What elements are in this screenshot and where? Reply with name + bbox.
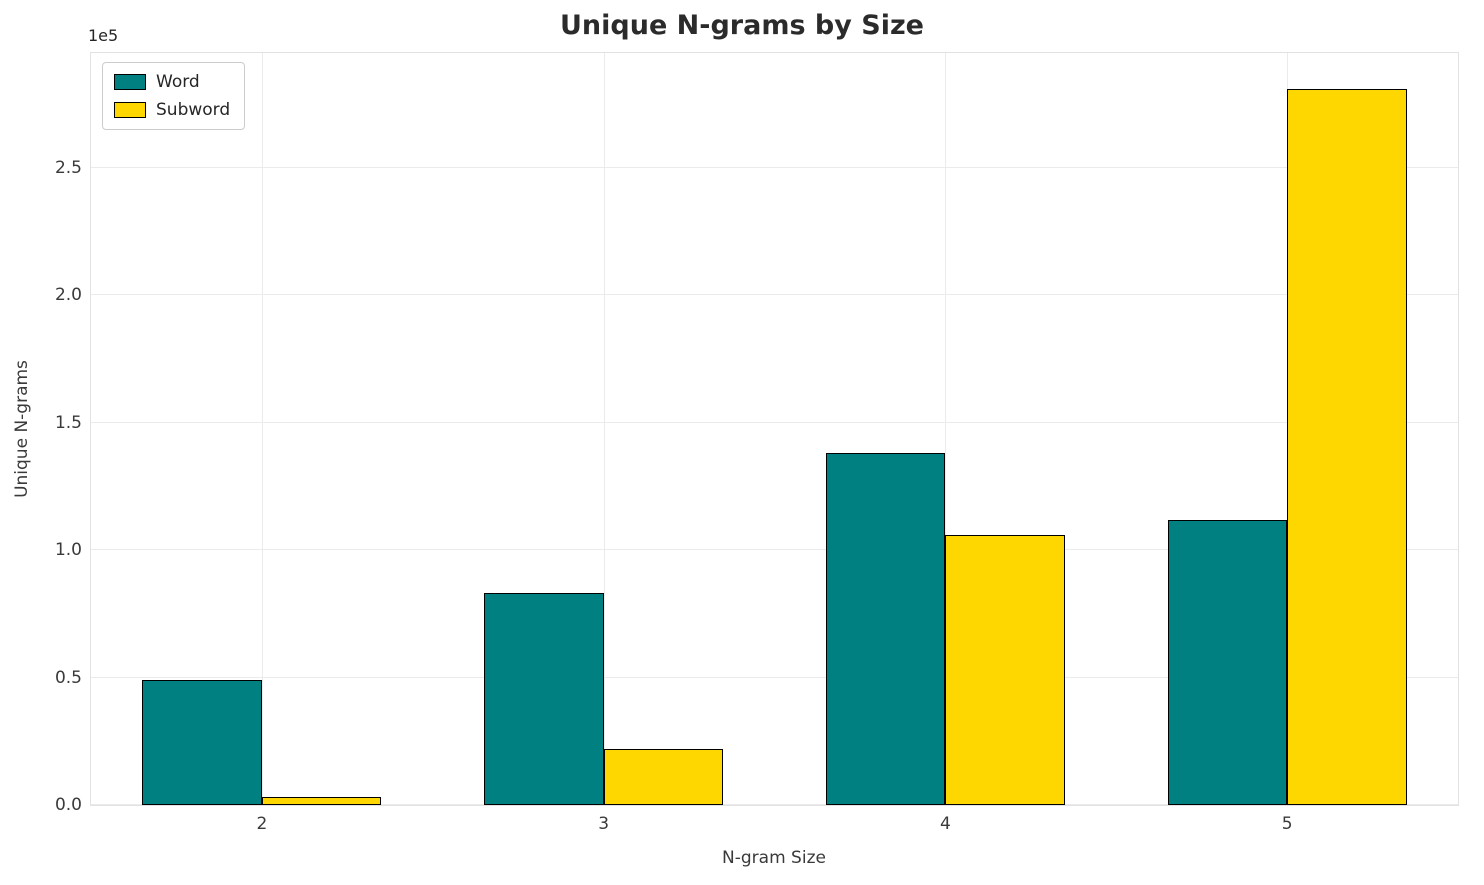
legend-label: Subword — [156, 100, 231, 120]
legend-swatch — [114, 102, 146, 118]
x-tick-label: 4 — [939, 814, 951, 834]
y-tick-label: 0.0 — [54, 795, 82, 815]
y-tick-label: 2.5 — [54, 157, 82, 178]
bar-word-5 — [1167, 519, 1288, 805]
v-gridline — [261, 53, 263, 805]
legend-item-subword: Subword — [114, 100, 230, 120]
legend-item-word: Word — [114, 72, 230, 92]
bar-subword-4 — [945, 534, 1065, 805]
bar-subword-5 — [1287, 88, 1407, 805]
x-tick-label: 2 — [256, 814, 268, 834]
bar-word-4 — [825, 453, 946, 805]
bar-subword-3 — [603, 748, 724, 805]
h-gridline — [91, 549, 1458, 551]
bar-word-2 — [142, 680, 262, 805]
bar-word-3 — [484, 593, 604, 805]
h-gridline — [91, 804, 1458, 805]
x-tick-label: 3 — [598, 814, 610, 834]
legend: Word Subword — [102, 62, 246, 130]
h-gridline — [91, 676, 1458, 678]
h-gridline — [91, 421, 1458, 423]
y-axis-label: Unique N-grams — [12, 360, 32, 498]
h-gridline — [91, 294, 1458, 296]
bar-subword-2 — [261, 797, 382, 805]
x-axis-label: N-gram Size — [722, 848, 826, 868]
plot-area: Word Subword 0.0 0.5 1.0 1.5 2.0 2.5 2 3 4 5 — [55, 52, 1459, 834]
y-tick-label: 2.0 — [54, 285, 82, 306]
y-tick-label: 1.5 — [54, 412, 82, 433]
v-gridline — [945, 53, 947, 805]
v-gridline — [603, 53, 605, 805]
y-tick-label: 0.5 — [54, 667, 82, 688]
legend-label: Word — [156, 72, 200, 92]
y-axis-offset-text: 1e5 — [88, 26, 119, 45]
chart-title: Unique N-grams by Size — [560, 10, 924, 41]
y-tick-label: 1.0 — [54, 540, 82, 561]
legend-swatch — [114, 74, 146, 90]
h-gridline — [91, 166, 1458, 168]
x-tick-label: 5 — [1281, 814, 1293, 834]
